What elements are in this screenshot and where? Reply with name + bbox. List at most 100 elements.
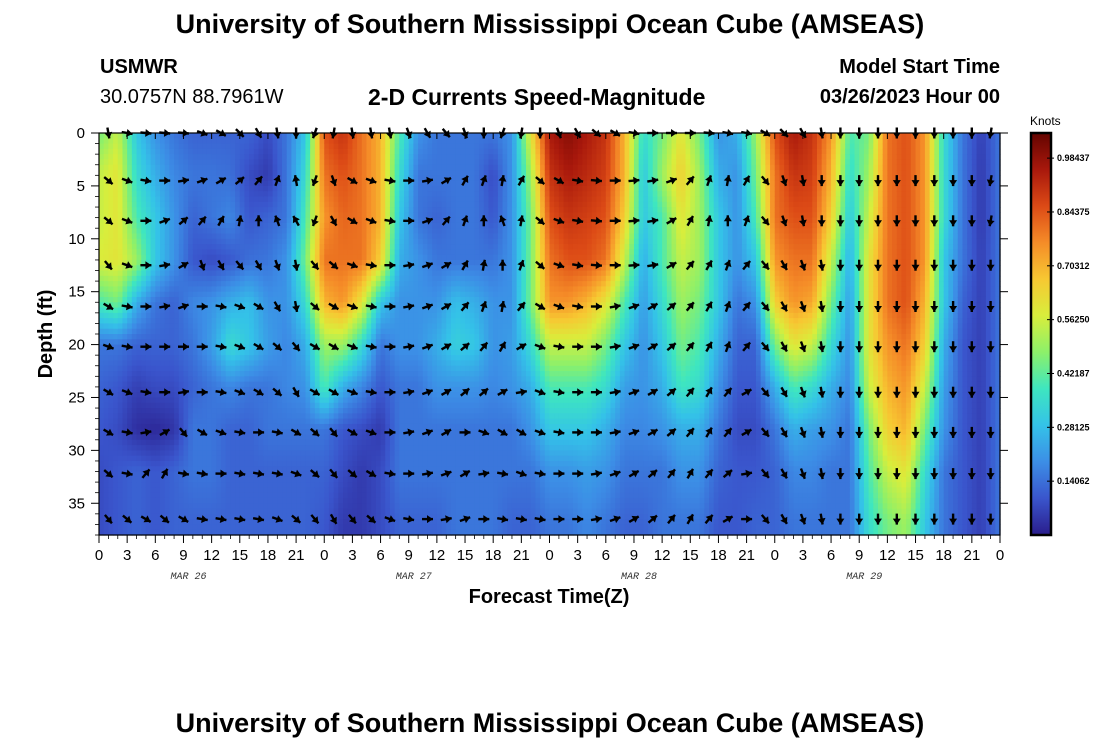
heat-cell — [253, 222, 260, 229]
heat-cell — [136, 513, 142, 520]
heat-cell — [305, 143, 311, 150]
heat-cell — [99, 339, 105, 346]
heat-cell — [253, 296, 260, 303]
heat-cell — [192, 228, 199, 235]
heat-cell — [178, 524, 185, 531]
heat-cell — [258, 318, 264, 325]
heat-cell — [136, 164, 142, 171]
heat-cell — [113, 445, 119, 451]
heat-cell — [347, 275, 353, 282]
heat-cell — [272, 376, 278, 383]
heat-cell — [343, 148, 349, 155]
heat-cell — [192, 402, 199, 409]
heat-cell — [221, 312, 227, 319]
heat-cell — [197, 196, 203, 203]
heat-cell — [361, 418, 368, 425]
heat-cell — [117, 291, 124, 298]
heat-cell — [296, 201, 302, 208]
heat-cell — [333, 275, 339, 282]
heat-cell — [366, 196, 372, 203]
heat-cell — [277, 376, 283, 383]
heatmap-layer — [99, 133, 1001, 536]
heat-cell — [216, 392, 222, 399]
heat-cell — [328, 445, 335, 451]
heat-cell — [258, 497, 264, 504]
heat-cell — [324, 254, 330, 261]
heat-cell — [155, 392, 161, 399]
heat-cell — [310, 497, 316, 504]
heat-cell — [310, 291, 316, 298]
heat-cell — [230, 445, 236, 451]
heat-cell — [328, 233, 335, 240]
heat-cell — [244, 312, 250, 319]
heat-cell — [277, 323, 283, 330]
heat-cell — [249, 286, 255, 293]
heat-cell — [225, 133, 231, 139]
heat-cell — [225, 344, 231, 351]
heat-cell — [206, 503, 213, 510]
heat-cell — [310, 529, 316, 536]
heat-cell — [169, 519, 175, 526]
heat-cell — [300, 376, 307, 383]
heat-cell — [127, 154, 133, 161]
heat-cell — [206, 519, 213, 526]
heat-cell — [357, 529, 363, 536]
heat-cell — [319, 455, 325, 462]
heat-cell — [131, 434, 138, 441]
heat-cell — [380, 180, 386, 187]
heat-cell — [216, 408, 222, 414]
heat-cell — [230, 455, 236, 462]
heat-cell — [169, 355, 175, 362]
heat-cell — [267, 434, 274, 441]
heat-cell — [310, 286, 316, 293]
heat-cell — [174, 164, 180, 171]
heat-cell — [352, 376, 358, 383]
heat-cell — [343, 429, 349, 436]
heat-cell — [385, 519, 391, 526]
heat-cell — [145, 133, 152, 139]
heat-cell — [150, 191, 156, 198]
heat-cell — [206, 302, 213, 309]
heat-cell — [99, 392, 105, 399]
heat-cell — [122, 270, 128, 277]
heat-cell — [314, 296, 321, 303]
heat-cell — [216, 355, 222, 362]
heat-cell — [197, 349, 203, 356]
heat-cell — [206, 381, 213, 388]
heat-cell — [136, 503, 142, 510]
heat-cell — [188, 159, 194, 166]
heat-cell — [225, 371, 231, 377]
heat-cell — [178, 418, 185, 425]
heat-cell — [305, 228, 311, 235]
heat-cell — [324, 371, 330, 377]
heat-cell — [296, 460, 302, 467]
heat-cell — [263, 302, 269, 309]
heat-cell — [253, 355, 260, 362]
heat-cell — [244, 355, 250, 362]
heat-cell — [131, 529, 138, 536]
heat-cell — [197, 265, 203, 272]
heat-cell — [291, 154, 297, 161]
heat-cell — [319, 228, 325, 235]
heat-cell — [343, 455, 349, 462]
heat-cell — [155, 508, 161, 515]
heat-cell — [244, 175, 250, 182]
heat-cell — [113, 460, 119, 467]
heat-cell — [319, 482, 325, 488]
heat-cell — [347, 466, 353, 473]
heat-cell — [183, 312, 189, 319]
heat-cell — [338, 233, 344, 240]
heat-cell — [113, 207, 119, 213]
heat-cell — [150, 133, 156, 139]
heat-cell — [216, 159, 222, 166]
heat-cell — [296, 217, 302, 224]
heat-cell — [357, 376, 363, 383]
heat-cell — [169, 386, 175, 393]
heat-cell — [399, 222, 405, 229]
heat-cell — [150, 286, 156, 293]
heat-cell — [197, 238, 203, 245]
heat-cell — [361, 429, 368, 436]
heat-cell — [286, 344, 292, 351]
heat-cell — [188, 408, 194, 414]
heat-cell — [347, 244, 353, 250]
